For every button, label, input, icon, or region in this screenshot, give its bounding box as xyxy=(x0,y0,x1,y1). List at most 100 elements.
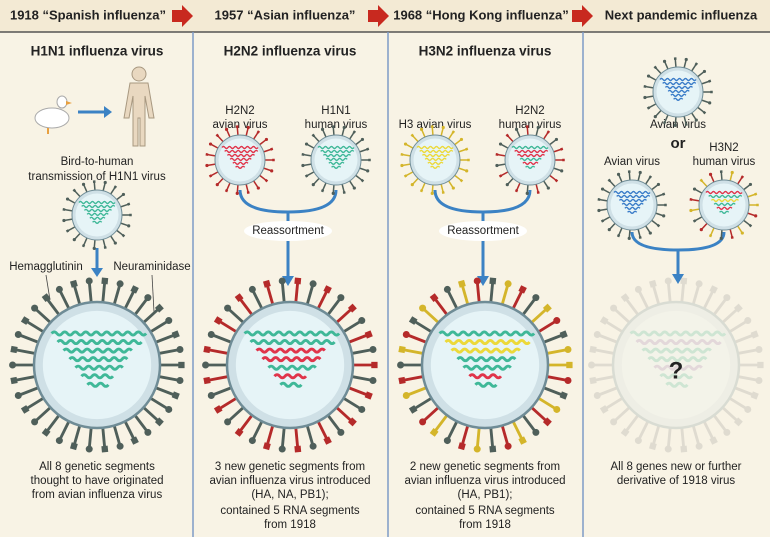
spike-tip xyxy=(224,305,231,312)
spike-tip xyxy=(709,173,712,176)
spike-tip xyxy=(93,180,96,183)
spike-tip xyxy=(203,346,210,353)
spike-tip xyxy=(205,164,208,167)
spike-tip xyxy=(122,193,125,196)
spike-tip xyxy=(398,346,405,353)
caption: 3 new genetic segments from xyxy=(215,461,365,473)
spike-tip xyxy=(202,362,209,369)
source-label: H3N2 xyxy=(709,142,738,154)
spike-tip xyxy=(601,187,604,190)
spike-tip xyxy=(343,126,346,129)
timeline-label: 1957 “Asian influenza” xyxy=(215,7,356,22)
timeline-label: 1918 “Spanish influenza” xyxy=(10,7,166,22)
spike-tip xyxy=(720,170,723,173)
source-label: avian virus xyxy=(213,119,268,131)
process-label: Reassortment xyxy=(252,225,324,237)
spike-tip xyxy=(419,418,426,425)
spike-tip xyxy=(532,429,539,436)
spike xyxy=(432,127,433,135)
part-label: Neuraminidase xyxy=(113,261,190,273)
spike-tip xyxy=(708,101,711,104)
spike-tip xyxy=(695,118,698,121)
spike-tip xyxy=(467,159,470,162)
spike-tip xyxy=(403,331,410,338)
spike-tip xyxy=(361,138,364,141)
spike-tip xyxy=(104,181,107,184)
spike-tip xyxy=(310,280,317,287)
spike-tip xyxy=(294,446,301,453)
spike-tip xyxy=(553,317,560,324)
spike-tip xyxy=(689,209,692,212)
spike xyxy=(103,281,105,302)
spike-tip xyxy=(66,197,69,200)
spike-tip xyxy=(431,192,434,195)
spike-tip xyxy=(369,377,376,384)
spike-tip xyxy=(206,153,209,156)
column-title: H2N2 influenza virus xyxy=(224,44,357,59)
spike-tip xyxy=(496,153,499,156)
spike-tip xyxy=(129,214,132,217)
spike-tip xyxy=(82,183,85,186)
spike-tip xyxy=(610,305,617,312)
spike-tip xyxy=(537,126,540,129)
spike-tip xyxy=(532,294,539,301)
source-label: Avian virus xyxy=(604,156,660,168)
spike-tip xyxy=(723,294,730,301)
spike-tip xyxy=(506,183,509,186)
caption: from 1918 xyxy=(264,519,316,531)
spike-tip xyxy=(444,286,451,293)
spike-tip xyxy=(86,446,93,453)
spike-tip xyxy=(452,186,455,189)
spike-tip xyxy=(93,247,96,250)
spike-tip xyxy=(553,406,560,413)
spike-tip xyxy=(401,153,404,156)
spike-tip xyxy=(400,164,403,167)
spike-tip xyxy=(257,186,260,189)
spike-tip xyxy=(654,115,657,118)
spike-tip xyxy=(610,418,617,425)
spike-tip xyxy=(547,186,550,189)
spike-tip xyxy=(474,277,481,284)
spike-tip xyxy=(431,125,434,128)
spike-tip xyxy=(644,85,647,88)
spike-tip xyxy=(635,286,642,293)
spike-tip xyxy=(301,164,304,167)
spike-tip xyxy=(744,317,751,324)
source-label: H3 avian virus xyxy=(399,119,472,131)
spike xyxy=(675,59,676,67)
spike-tip xyxy=(73,238,76,241)
spike xyxy=(629,172,630,180)
spike-tip xyxy=(337,429,344,436)
spike-tip xyxy=(690,198,693,201)
spike-tip xyxy=(302,153,305,156)
spike-tip xyxy=(176,346,183,353)
spike-tip xyxy=(144,294,151,301)
spike-tip xyxy=(224,418,231,425)
rna-segment xyxy=(81,375,113,378)
spike-tip xyxy=(332,125,335,128)
spike-tip xyxy=(332,192,335,195)
spike-tip xyxy=(731,171,734,174)
spike-tip xyxy=(505,443,512,450)
core xyxy=(43,311,151,419)
spike-tip xyxy=(56,437,63,444)
source-label: human virus xyxy=(305,119,368,131)
spike-tip xyxy=(442,126,445,129)
spike-tip xyxy=(31,305,38,312)
spike xyxy=(682,428,684,449)
spike-tip xyxy=(208,331,215,338)
spike-tip xyxy=(757,362,763,368)
spike-tip xyxy=(165,317,172,324)
spike-tip xyxy=(236,125,239,128)
spike-tip xyxy=(741,231,744,234)
caption: avian influenza virus introduced xyxy=(404,475,565,487)
spike-tip xyxy=(710,91,713,94)
spike-tip xyxy=(460,138,463,141)
caption: All 8 genes new or further xyxy=(610,461,741,473)
spike-tip xyxy=(86,277,93,284)
spike-tip xyxy=(665,277,672,284)
source-label: Avian virus xyxy=(650,119,706,131)
spike-tip xyxy=(700,228,703,231)
spike-tip xyxy=(10,377,17,384)
spike-tip xyxy=(680,278,687,285)
